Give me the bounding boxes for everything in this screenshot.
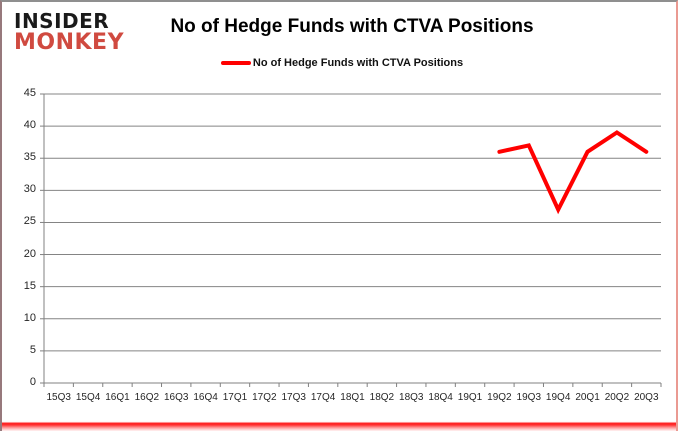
x-tick-label: 18Q1 [340,392,365,403]
x-tick-label: 19Q3 [516,392,542,403]
x-tick-label: 17Q4 [310,392,336,403]
logo-text-insider: INSIDER [14,9,110,33]
y-tick-label: 0 [29,376,36,388]
x-tick-label: 19Q2 [487,392,512,403]
y-tick-label: 20 [23,247,36,260]
legend-label: No of Hedge Funds with CTVA Positions [252,57,464,69]
x-tick-label: 17Q2 [252,392,277,403]
x-tick-label: 16Q4 [193,392,218,403]
chart-title: No of Hedge Funds with CTVA Positions [170,16,534,37]
x-tick-label: 18Q2 [369,392,395,403]
x-tick-label: 19Q4 [545,392,571,403]
x-tick-label: 17Q1 [222,392,248,403]
y-tick-label: 25 [23,215,36,228]
x-tick-label: 20Q1 [575,392,600,403]
x-tick-label: 17Q3 [281,392,306,403]
x-tick-label: 16Q3 [163,392,189,403]
legend: No of Hedge Funds with CTVA Positions [42,57,642,69]
x-tick-label: 20Q2 [604,392,630,403]
y-tick-label: 10 [23,311,36,324]
logo-text-monkey: MONKEY [14,30,125,55]
x-tick-label: 19Q1 [457,392,483,403]
y-tick-label: 40 [23,119,36,132]
data-line [497,130,649,215]
x-tick-label: 18Q3 [399,392,424,403]
legend-line-swatch [220,61,251,65]
x-tick-label: 15Q3 [46,392,71,403]
insider-monkey-logo: INSIDER MONKEY [14,11,124,54]
x-tick-label: 15Q4 [75,392,101,403]
y-tick-label: 45 [23,87,36,99]
y-tick-label: 35 [23,151,36,164]
x-tick-label: 20Q3 [634,392,659,403]
y-tick-label: 15 [23,279,36,292]
y-tick-label: 5 [29,343,36,356]
x-tick-label: 16Q2 [134,392,160,403]
x-tick-label: 16Q1 [105,392,130,403]
y-tick-label: 30 [23,183,36,196]
x-tick-label: 18Q4 [428,392,453,403]
